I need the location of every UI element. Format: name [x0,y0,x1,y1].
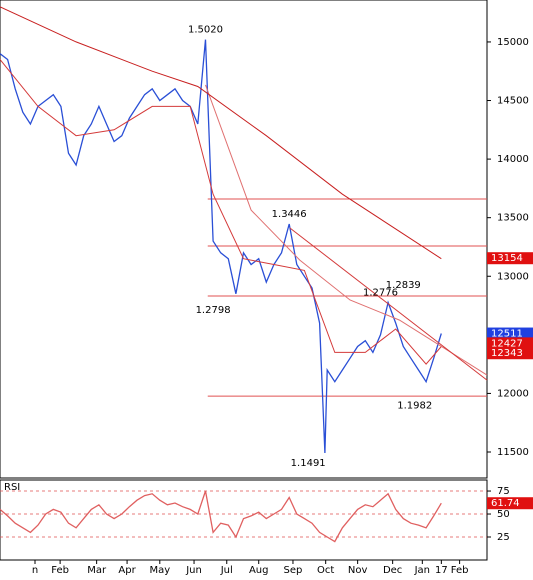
x-tick-label: Oct [317,565,334,576]
y-tick-label: 11500 [497,447,529,458]
series-line [0,6,442,260]
price-tag-box [487,252,533,265]
y-tick-label: 12000 [497,388,529,399]
x-tick-label: Feb [451,565,469,576]
series-line [289,227,488,381]
price-tag-label: 13154 [491,253,523,264]
y-tick-label: 14000 [497,154,529,165]
x-tick-label: Feb [51,565,69,576]
main-panel [0,0,488,479]
price-tag: 12427 [487,337,533,350]
annotation: 1.1982 [397,401,432,412]
price-tag-label: 12427 [491,338,523,349]
y-tick-label: 13500 [497,213,529,224]
rsi-title: RSI [4,482,20,493]
y-tick-label: 14500 [497,96,529,107]
y-tick-label: 15000 [497,37,529,48]
x-tick-label: Apr [118,565,136,576]
annotation: 1.2798 [196,305,231,316]
price-tag-box [487,327,533,340]
price-tag-box [487,497,533,510]
price-tag-box [487,337,533,350]
price-tag-label: 12511 [491,329,523,340]
annotation: 1.1491 [291,458,326,469]
x-tick-label: Mar [87,565,107,576]
x-tick-label: n [32,565,38,576]
y-tick-label: 75 [497,486,510,497]
price-tag: 12343 [487,347,533,360]
series-line [0,490,442,543]
x-tick-label: Sep [284,565,303,576]
y-tick-label: 13000 [497,271,529,282]
x-tick-label: Jun [185,565,202,576]
series-line [0,39,442,454]
annotation: 1.3446 [272,209,307,220]
series-line [205,84,488,376]
y-tick-label: 25 [497,532,510,543]
x-tick-label: May [149,565,170,576]
annotation: 1.2776 [363,287,398,298]
x-tick-label: Jan [414,565,430,576]
annotation: 1.2839 [386,280,421,291]
price-tag: 12511 [487,327,533,340]
price-tag-label: 61.74 [491,498,520,509]
price-tag: 13154 [487,252,533,265]
price-tag-box [487,347,533,360]
price-tag-label: 12343 [491,348,523,359]
x-tick-label: Nov [348,565,368,576]
price-tag: 61.74 [487,497,533,510]
annotation: 1.5020 [188,25,223,36]
x-tick-label: 17 [435,565,448,576]
y-tick-label: 50 [497,509,510,520]
x-tick-label: Jul [220,565,233,576]
x-tick-label: Dec [383,565,402,576]
series-line [0,59,442,365]
x-tick-label: Aug [249,565,269,576]
